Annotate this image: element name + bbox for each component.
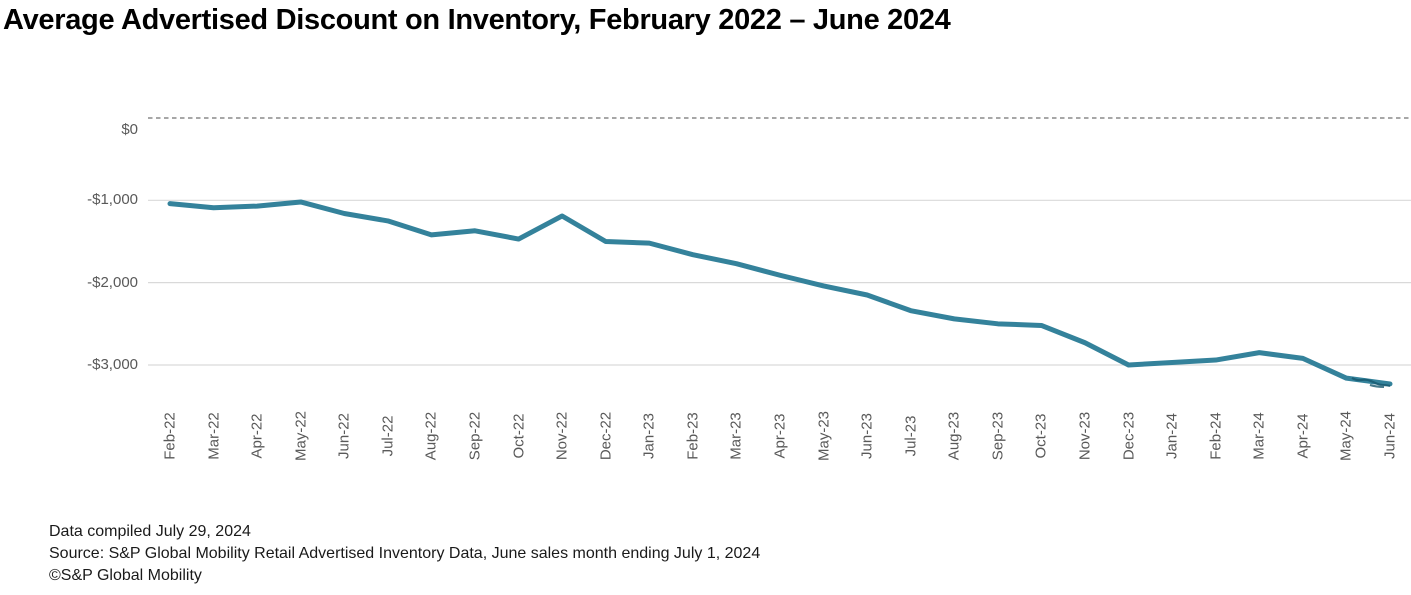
x-tick-label: Feb-24	[1207, 412, 1225, 460]
discount-line-chart-canvas	[148, 117, 1411, 389]
x-tick-label: Feb-22	[161, 412, 179, 460]
x-tick-label: Dec-22	[597, 411, 615, 461]
x-tick-label: Jun-23	[858, 413, 876, 459]
x-tick-label: Mar-22	[205, 412, 223, 460]
x-tick-label: Mar-23	[727, 412, 745, 460]
footer-source: Source: S&P Global Mobility Retail Adver…	[49, 545, 761, 562]
x-tick-label: Apr-22	[248, 413, 266, 459]
footer-compiled-date: Data compiled July 29, 2024	[49, 523, 251, 540]
footer-notes: Data compiled July 29, 2024 Source: S&P …	[49, 521, 760, 587]
x-tick-label: Jan-24	[1163, 413, 1181, 459]
x-tick-label: May-24	[1337, 410, 1355, 462]
x-tick-label: Apr-24	[1294, 413, 1312, 459]
x-tick-label: Jun-24	[1381, 413, 1399, 459]
x-tick-label: Jul-23	[902, 415, 920, 457]
y-tick-label: $0	[121, 121, 138, 138]
x-tick-label: Jan-23	[640, 413, 658, 459]
x-tick-label: Sep-23	[989, 411, 1007, 461]
x-tick-label: May-23	[815, 410, 833, 462]
x-tick-label: Nov-22	[553, 411, 571, 461]
x-tick-label: Aug-23	[945, 411, 963, 461]
x-tick-label: Aug-22	[422, 411, 440, 461]
y-tick-label: -$3,000	[87, 355, 138, 373]
x-tick-label: Oct-23	[1032, 413, 1050, 459]
chart-title: Average Advertised Discount on Inventory…	[3, 4, 951, 36]
x-tick-label: Feb-23	[684, 412, 702, 460]
x-tick-label: Apr-23	[771, 413, 789, 459]
y-tick-label: -$2,000	[87, 273, 138, 291]
x-tick-label: Nov-23	[1076, 411, 1094, 461]
y-tick-label: -$1,000	[87, 191, 138, 209]
footer-copyright: ©S&P Global Mobility	[49, 567, 202, 584]
x-tick-label: Dec-23	[1120, 411, 1138, 461]
x-tick-label: Oct-22	[510, 413, 528, 459]
x-tick-label: Jun-22	[335, 413, 353, 459]
x-tick-label: Sep-22	[466, 411, 484, 461]
endpoint-annotation-smudge	[1351, 376, 1391, 389]
x-tick-label: Mar-24	[1250, 412, 1268, 460]
discount-line-series	[167, 199, 1393, 387]
x-tick-label: Jul-22	[379, 415, 397, 457]
x-tick-label: May-22	[292, 410, 310, 462]
